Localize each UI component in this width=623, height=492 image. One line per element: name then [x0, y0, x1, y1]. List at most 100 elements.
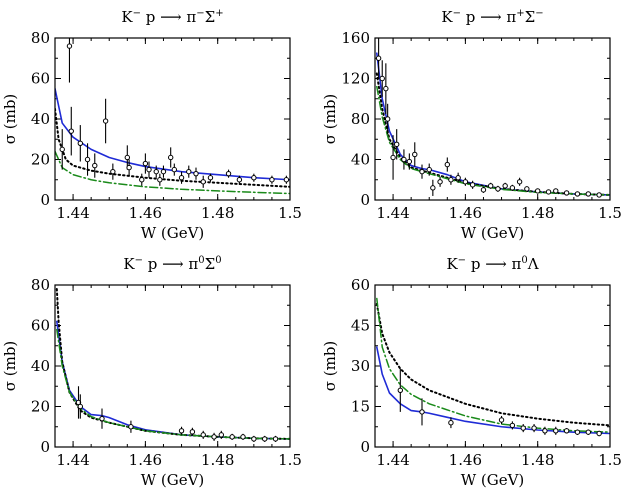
x-tick-label: 1.46	[129, 451, 162, 469]
data-point	[99, 415, 105, 422]
data-point	[218, 432, 225, 438]
x-tick-label: 1.5	[598, 204, 622, 222]
data-point	[596, 192, 602, 198]
data-point	[563, 428, 570, 434]
series-blue-solid-line	[56, 320, 290, 440]
data-point	[509, 185, 516, 191]
data-point	[462, 179, 469, 185]
data-point	[178, 175, 185, 181]
data-point	[142, 160, 149, 167]
data-point	[563, 190, 570, 196]
plot-frame	[374, 284, 611, 448]
chart-title: K− p ⟶ π0Λ	[446, 255, 538, 273]
data-point	[545, 189, 552, 195]
y-tick-label: 40	[351, 151, 370, 169]
data-point	[495, 186, 501, 192]
y-tick-label: 60	[31, 317, 50, 335]
data-point	[393, 141, 400, 148]
x-tick-label: 1.48	[521, 451, 554, 469]
data-point	[102, 118, 109, 124]
x-tick-label: 1.46	[129, 204, 162, 222]
data-point	[283, 177, 290, 183]
x-tick-label: 1.48	[201, 204, 234, 222]
data-point	[200, 179, 206, 185]
data-point	[469, 182, 476, 188]
x-axis-label: W (GeV)	[461, 471, 525, 489]
data-point	[412, 151, 418, 158]
x-tick-label: 1.44	[376, 204, 409, 222]
y-tick-label: 60	[351, 276, 370, 294]
data-point	[139, 177, 145, 183]
data-point	[383, 85, 389, 92]
data-point	[240, 434, 246, 440]
data-point	[110, 168, 116, 175]
x-axis-label: W (GeV)	[141, 224, 205, 242]
data-point	[397, 387, 404, 393]
chart-title: K− p ⟶ π+Σ−	[441, 8, 543, 26]
series-green-dashdot-line	[56, 328, 290, 440]
data-point	[251, 436, 257, 442]
data-point	[193, 170, 199, 177]
data-point	[207, 175, 214, 181]
panel-k-minus-p-to-pi-zero-sigma-zero: K− p ⟶ π0Σ0 W (GeV) σ (mb) 1.44 1.46 1.48 1.5 0…	[1, 255, 302, 489]
series-green-dashdot-line	[55, 150, 290, 195]
data-point	[157, 177, 163, 183]
chart-title: K− p ⟶ π−Σ+	[121, 8, 223, 26]
data-point	[574, 429, 581, 435]
data-point	[509, 422, 516, 429]
data-point	[542, 428, 548, 434]
data-point	[66, 43, 73, 49]
data-point	[126, 164, 132, 171]
series-black-dotted-line	[375, 302, 610, 427]
data-point	[189, 429, 196, 435]
data-point	[520, 425, 526, 431]
data-point	[160, 168, 167, 175]
y-tick-label: 0	[40, 438, 50, 456]
panel-k-minus-p-to-pi-minus-sigma-plus: K− p ⟶ π−Σ+ W (GeV) σ (mb) 1.44 1.46 1.48 1.5 0…	[1, 8, 302, 242]
data-point	[211, 434, 217, 440]
data-point	[502, 183, 508, 189]
data-point	[251, 175, 257, 181]
data-point	[229, 434, 235, 440]
series-black-dotted-line	[55, 107, 290, 188]
y-tick-label: 0	[360, 191, 370, 209]
data-point	[516, 179, 523, 185]
data-point	[574, 191, 581, 197]
data-point	[236, 177, 243, 183]
data-point	[384, 116, 391, 122]
data-point	[390, 154, 396, 161]
x-tick-label: 1.5	[278, 204, 302, 222]
y-axis-label: σ (mb)	[1, 341, 19, 392]
data-point	[401, 156, 407, 163]
y-tick-label: 160	[341, 29, 370, 47]
data-point	[200, 432, 206, 438]
data-point	[379, 75, 385, 82]
x-tick-label: 1.5	[278, 451, 302, 469]
x-tick-label: 1.48	[521, 204, 554, 222]
x-tick-label: 1.46	[449, 451, 482, 469]
series-blue-solid-line	[55, 87, 290, 181]
series-green-dashdot-line	[376, 297, 610, 433]
plot-frame	[54, 37, 291, 201]
chart-title: K− p ⟶ π0Σ0	[123, 255, 221, 273]
y-tick-label: 40	[31, 110, 50, 128]
series-blue-solid-line	[376, 52, 610, 196]
x-axis-label: W (GeV)	[141, 471, 205, 489]
data-point	[480, 187, 487, 193]
data-point	[272, 436, 279, 442]
data-point	[419, 409, 425, 415]
data-point	[553, 428, 559, 434]
y-axis-label: σ (mb)	[321, 94, 339, 145]
data-point	[531, 425, 537, 431]
data-point	[448, 177, 454, 183]
plot-frame	[374, 37, 611, 201]
data-point	[225, 170, 232, 177]
y-tick-label: 80	[351, 110, 370, 128]
y-axis-label: σ (mb)	[1, 94, 19, 145]
series-green-dashdot-line	[376, 85, 610, 196]
data-point	[553, 188, 559, 194]
data-point	[444, 161, 451, 168]
data-point	[269, 177, 275, 183]
series-black-dotted-line	[375, 72, 610, 196]
y-tick-label: 0	[360, 438, 370, 456]
